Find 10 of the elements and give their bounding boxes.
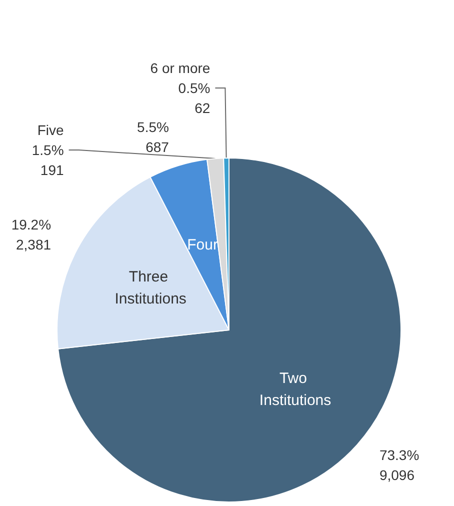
slice-label: Two Institutions (259, 370, 332, 409)
slice-label: Four (187, 236, 218, 254)
data-label: 1.5% 191 (32, 142, 64, 178)
slice-label: Five (37, 122, 64, 138)
data-label: 73.3% 9,096 (379, 446, 420, 483)
slice-label: Three Institutions (114, 268, 186, 308)
slice-label: 6 or more (150, 60, 210, 76)
data-label: 5.5% 687 (137, 119, 170, 156)
data-label: 19.2% 2,381 (11, 216, 52, 252)
data-label: 0.5% 62 (178, 80, 210, 116)
